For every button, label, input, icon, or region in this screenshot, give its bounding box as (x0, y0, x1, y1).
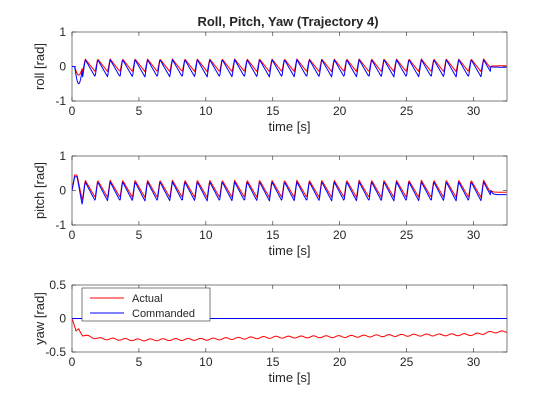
x-tick-label: 25 (400, 228, 414, 242)
y-tick-label: 0 (59, 60, 66, 74)
series-line-actual (72, 318, 507, 342)
x-tick-label: 0 (69, 228, 76, 242)
y-tick-label: -1 (55, 94, 66, 108)
y-tick-label: -1 (55, 218, 66, 232)
x-tick-label: 10 (199, 355, 213, 369)
y-tick-label: 1 (59, 25, 66, 39)
x-tick-label: 15 (266, 228, 280, 242)
series-line-actual (72, 58, 507, 76)
x-tick-label: 20 (333, 228, 347, 242)
x-tick-label: 5 (136, 104, 143, 118)
series-line-commanded (72, 59, 507, 85)
series-group (72, 174, 507, 205)
axes-box (71, 155, 508, 226)
x-tick-label: 30 (467, 228, 481, 242)
axes-box (71, 31, 508, 102)
x-tick-label: 30 (467, 104, 481, 118)
legend: Actual Commanded (81, 287, 211, 322)
x-tick-label: 0 (69, 104, 76, 118)
x-axis-label: time [s] (269, 243, 311, 258)
x-axis-label: time [s] (269, 370, 311, 385)
x-tick-label: 0 (69, 355, 76, 369)
legend-label-actual: Actual (132, 293, 163, 305)
y-axis-label: yaw [rad] (32, 292, 47, 345)
y-axis-label: pitch [rad] (32, 162, 47, 219)
series-line-actual (72, 174, 507, 200)
x-tick-label: 20 (333, 355, 347, 369)
x-tick-label: 10 (199, 228, 213, 242)
y-tick-label: 0 (59, 312, 66, 326)
x-tick-label: 15 (266, 104, 280, 118)
x-tick-label: 20 (333, 104, 347, 118)
x-tick-label: 5 (136, 228, 143, 242)
y-tick-label: 0 (59, 184, 66, 198)
x-tick-label: 15 (266, 355, 280, 369)
series-line-commanded (72, 176, 507, 205)
y-tick-label: 1 (59, 149, 66, 163)
legend-label-commanded: Commanded (132, 308, 195, 320)
y-tick-label: -0.5 (45, 345, 66, 359)
x-tick-label: 10 (199, 104, 213, 118)
x-tick-label: 5 (136, 355, 143, 369)
y-axis-label: roll [rad] (32, 43, 47, 90)
x-tick-label: 25 (400, 355, 414, 369)
y-tick-label: 0.5 (49, 278, 66, 292)
x-tick-label: 25 (400, 104, 414, 118)
legend-box (81, 287, 211, 322)
x-axis-label: time [s] (269, 119, 311, 134)
series-group (72, 58, 507, 85)
chart-title: Roll, Pitch, Yaw (Trajectory 4) (197, 14, 378, 29)
x-tick-label: 30 (467, 355, 481, 369)
